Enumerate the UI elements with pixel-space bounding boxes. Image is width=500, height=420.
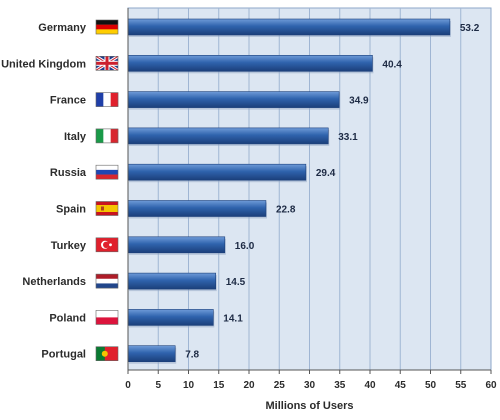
value-label: 22.8	[276, 205, 296, 216]
category-labels: Germany United Kingdom France Italy Russia Sp…	[1, 22, 87, 361]
bar-poland	[127, 309, 214, 326]
flag-united-kingdom-icon	[95, 55, 119, 72]
bar-germany	[127, 18, 451, 36]
x-tick-label: 10	[183, 380, 195, 391]
value-label: 33.1	[338, 132, 358, 143]
x-axis-title: Millions of Users	[265, 400, 353, 412]
flags	[95, 19, 119, 362]
bar-netherlands	[127, 272, 217, 290]
category-label: France	[50, 95, 86, 107]
bar-portugal	[127, 345, 176, 363]
flag-russia-icon	[95, 164, 119, 180]
category-label: Poland	[49, 312, 86, 324]
x-tick-label: 30	[304, 380, 316, 391]
x-tick-label: 25	[274, 380, 286, 391]
flag-turkey-icon	[95, 237, 119, 253]
category-label: Netherlands	[22, 276, 86, 288]
category-label: Spain	[56, 204, 86, 216]
x-tick-label: 20	[243, 380, 255, 391]
value-label: 34.9	[349, 96, 369, 107]
x-tick-label: 50	[425, 380, 437, 391]
category-label: Russia	[50, 167, 87, 179]
bar-spain	[127, 200, 267, 217]
category-label: Portugal	[41, 349, 86, 361]
x-tick-label: 5	[155, 380, 161, 391]
value-label: 53.2	[460, 23, 480, 34]
x-axis: 0 5 10 15 20 25 30 35 40 45 50 55 60	[125, 8, 497, 391]
flag-france-icon	[95, 92, 119, 107]
flag-germany-icon	[95, 19, 119, 35]
flag-spain-icon	[95, 201, 119, 216]
category-label: Italy	[64, 131, 87, 143]
x-tick-label: 45	[395, 380, 407, 391]
value-label: 16.0	[235, 241, 255, 252]
flag-netherlands-icon	[95, 273, 119, 289]
bar-turkey	[127, 236, 226, 254]
bar-united-kingdom	[127, 54, 373, 72]
bar-france	[127, 91, 340, 108]
bars	[127, 18, 451, 364]
bar-russia	[127, 163, 307, 181]
x-tick-label: 15	[213, 380, 225, 391]
x-tick-label: 40	[364, 380, 376, 391]
value-label: 29.4	[316, 168, 336, 179]
x-tick-label: 60	[485, 380, 497, 391]
value-label: 7.8	[185, 350, 199, 361]
x-tick-label: 55	[455, 380, 467, 391]
value-label: 40.4	[382, 59, 402, 70]
flag-italy-icon	[95, 128, 119, 144]
x-tick-label: 0	[125, 380, 131, 391]
value-label: 14.1	[223, 313, 243, 324]
flag-poland-icon	[95, 310, 119, 325]
category-label: Germany	[38, 22, 87, 34]
bar-italy	[127, 127, 329, 145]
flag-portugal-icon	[95, 346, 119, 362]
category-label: Turkey	[51, 240, 87, 252]
value-label: 14.5	[226, 277, 246, 288]
value-labels: 53.2 40.4 34.9 33.1 29.4 22.8 16.0 14.5 14.1 7.8	[185, 23, 480, 361]
x-tick-label: 35	[334, 380, 346, 391]
category-label: United Kingdom	[1, 58, 86, 70]
